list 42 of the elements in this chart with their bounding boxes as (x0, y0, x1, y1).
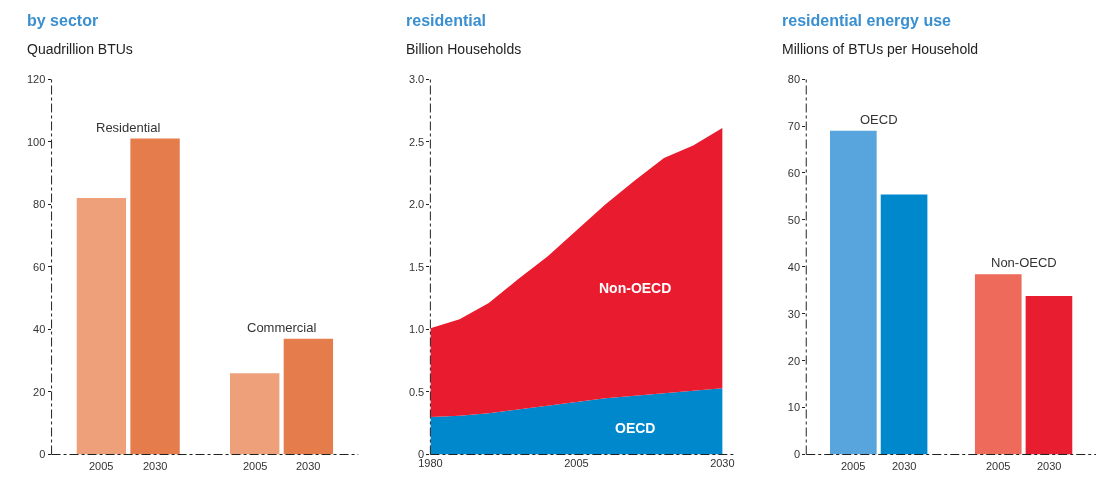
bar (283, 338, 334, 455)
bar (230, 373, 280, 455)
y-tick-label: 0.5 (408, 385, 425, 398)
bar (1025, 295, 1073, 455)
y-tick-label: 80 (33, 198, 46, 211)
chart-title: residential energy use (782, 12, 952, 29)
series-label: OECD (615, 420, 656, 436)
y-tick-label: 60 (787, 166, 801, 179)
y-tick-label: 40 (787, 260, 801, 273)
y-tick-label: 20 (33, 385, 46, 398)
y-tick-label: 2.0 (408, 198, 425, 211)
y-tick-label: 50 (787, 213, 801, 226)
y-tick-label: 20 (787, 354, 801, 367)
y-axis-title: Quadrillion BTUs (27, 41, 133, 57)
y-tick-label: 1.5 (408, 260, 425, 273)
y-tick-label: 10 (787, 401, 801, 414)
y-tick-label: 80 (787, 72, 801, 85)
bar (974, 274, 1022, 455)
y-tick-label: 70 (787, 119, 801, 132)
x-tick-label: Residential (96, 120, 161, 135)
y-tick-label: 30 (787, 307, 801, 320)
x-tick-label: 2005 (564, 456, 589, 469)
y-tick-label: 2.5 (408, 135, 425, 148)
y-tick-label: 60 (33, 260, 46, 273)
x-tick-label: 2030 (710, 456, 735, 469)
y-tick-label: 120 (27, 72, 46, 85)
chart-title: residential (406, 12, 487, 29)
y-tick-label: 40 (33, 323, 46, 336)
chart-title: by sector (27, 12, 99, 29)
y-tick-label: 0 (39, 448, 46, 461)
bar (130, 138, 180, 455)
x-tick-label: Commercial (247, 320, 317, 335)
y-axis-title: Billion Households (406, 41, 522, 57)
bar (830, 130, 877, 455)
y-tick-label: 0 (793, 448, 801, 461)
bar (76, 198, 127, 455)
y-tick-label: 3.0 (408, 72, 425, 85)
series-label: Non-OECD (599, 280, 672, 296)
y-axis-title: Millions of BTUs per Household (782, 41, 979, 57)
bar (880, 194, 928, 455)
y-tick-label: 100 (27, 135, 46, 148)
y-tick-label: 1.0 (408, 323, 425, 336)
